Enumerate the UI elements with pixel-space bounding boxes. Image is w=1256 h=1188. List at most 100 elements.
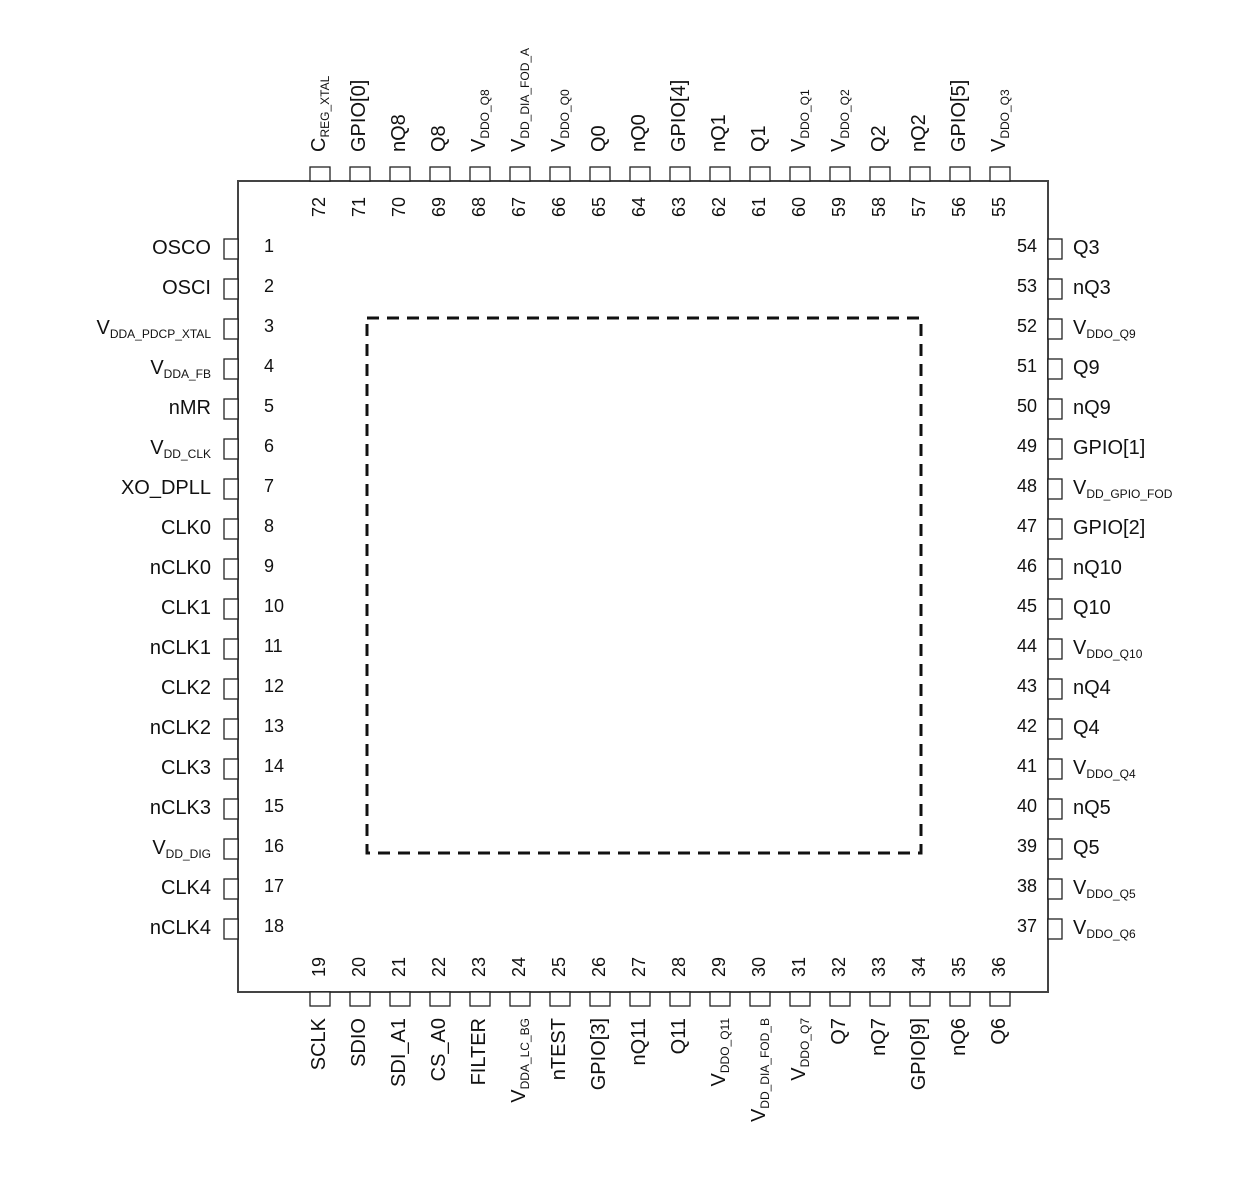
pin-name-main: V: [150, 357, 164, 379]
pin-name: VDDO_Q1: [788, 89, 812, 152]
pin-name: Q4: [1073, 717, 1100, 739]
pin-name-main: V: [708, 1072, 730, 1086]
pin-name-main: V: [788, 138, 810, 152]
pin-name: VDD_DIA_FOD_B: [748, 1018, 772, 1122]
pin-name: XO_DPLL: [121, 477, 211, 499]
pin-number: 59: [829, 197, 849, 217]
pin-number: 41: [1017, 756, 1037, 776]
pin-name-main: Q2: [868, 125, 890, 152]
pin-pad: [223, 918, 239, 940]
pin-number: 13: [264, 716, 284, 736]
pin-name: nQ9: [1073, 397, 1111, 419]
pin-pad: [549, 166, 571, 182]
pin-name-main: V: [548, 138, 570, 152]
pin-name: Q10: [1073, 597, 1111, 619]
pin-pad: [909, 166, 931, 182]
pin-pad: [829, 991, 851, 1007]
pin-number: 5: [264, 396, 274, 416]
pin-number: 70: [389, 197, 409, 217]
pin-pad: [1047, 918, 1063, 940]
pin-pad: [1047, 558, 1063, 580]
pin-number: 4: [264, 356, 274, 376]
pin-pad: [349, 991, 371, 1007]
pin-name: GPIO[5]: [948, 80, 970, 152]
pin-name-sub: DDO_Q0: [558, 89, 572, 139]
pin-number: 25: [549, 957, 569, 977]
pin-number: 14: [264, 756, 284, 776]
pin-name-main: Q3: [1073, 237, 1100, 259]
pin-name-sub: DDO_Q2: [838, 89, 852, 139]
pin-pad: [1047, 718, 1063, 740]
pin-name: CLK2: [161, 677, 211, 699]
pin-name-main: GPIO[2]: [1073, 517, 1145, 539]
pin-name-sub: DDO_Q7: [798, 1018, 812, 1068]
pin-pad: [1047, 638, 1063, 660]
pin-name: nQ2: [908, 114, 930, 152]
pin-name-main: nQ5: [1073, 797, 1111, 819]
pin-name: CLK3: [161, 757, 211, 779]
pin-pad: [469, 166, 491, 182]
pin-name: nQ6: [948, 1018, 970, 1056]
pin-name-sub: DDO_Q6: [1086, 927, 1136, 941]
pin-pad: [509, 166, 531, 182]
pin-name-sub: DD_DIA_FOD_A: [518, 48, 532, 139]
pin-name-main: V: [1073, 477, 1087, 499]
pin-name-main: nQ8: [388, 114, 410, 152]
pin-pad: [429, 166, 451, 182]
pin-name-main: GPIO[0]: [348, 80, 370, 152]
pin-number: 32: [829, 957, 849, 977]
pin-number: 50: [1017, 396, 1037, 416]
pin-name: OSCO: [152, 237, 211, 259]
pin-name-main: V: [828, 138, 850, 152]
pin-name: nQ4: [1073, 677, 1111, 699]
pin-number: 40: [1017, 796, 1037, 816]
pin-name-main: Q8: [428, 125, 450, 152]
pin-pad: [749, 166, 771, 182]
pin-number: 10: [264, 596, 284, 616]
pin-name-main: Q4: [1073, 717, 1100, 739]
pin-name: Q1: [748, 125, 770, 152]
pin-name: GPIO[0]: [348, 80, 370, 152]
pin-pad: [829, 166, 851, 182]
pin-number: 46: [1017, 556, 1037, 576]
pin-name-main: V: [97, 317, 111, 339]
pin-name-main: XO_DPLL: [121, 477, 211, 499]
pin-number: 45: [1017, 596, 1037, 616]
pin-name: CLK0: [161, 517, 211, 539]
pin-number: 12: [264, 676, 284, 696]
pin-name-main: nQ1: [708, 114, 730, 152]
pin-name: VDD_DIA_FOD_A: [508, 48, 532, 152]
pin-name-main: nCLK2: [150, 717, 211, 739]
pin-name-main: Q0: [588, 125, 610, 152]
pin-name-main: Q7: [828, 1018, 850, 1045]
pin-name: CREG_XTAL: [308, 75, 332, 152]
pin-name: VDDA_PDCP_XTAL: [97, 317, 212, 341]
pin-name: FILTER: [468, 1018, 490, 1085]
pin-name: GPIO[1]: [1073, 437, 1145, 459]
pin-pad: [629, 166, 651, 182]
pin-name-main: V: [748, 1108, 770, 1122]
pin-name: CLK1: [161, 597, 211, 619]
pin-name: Q2: [868, 125, 890, 152]
pin-pad: [223, 318, 239, 340]
pin-name: Q7: [828, 1018, 850, 1045]
pin-number: 16: [264, 836, 284, 856]
pin-name: GPIO[9]: [908, 1018, 930, 1090]
pin-name: Q8: [428, 125, 450, 152]
pin-pad: [223, 558, 239, 580]
pin-name-main: V: [1073, 757, 1087, 779]
pin-pad: [789, 991, 811, 1007]
pin-pad: [1047, 438, 1063, 460]
pin-name: nQ3: [1073, 277, 1111, 299]
pin-name-main: nQ4: [1073, 677, 1111, 699]
pin-name: Q6: [988, 1018, 1010, 1045]
pin-number: 37: [1017, 916, 1037, 936]
pin-name: nCLK4: [150, 917, 211, 939]
pin-name: nQ5: [1073, 797, 1111, 819]
pin-number: 43: [1017, 676, 1037, 696]
pin-name-sub: DD_DIA_FOD_B: [758, 1018, 772, 1109]
pin-number: 54: [1017, 236, 1037, 256]
pin-name: nCLK2: [150, 717, 211, 739]
pin-pad: [1047, 598, 1063, 620]
pin-number: 18: [264, 916, 284, 936]
